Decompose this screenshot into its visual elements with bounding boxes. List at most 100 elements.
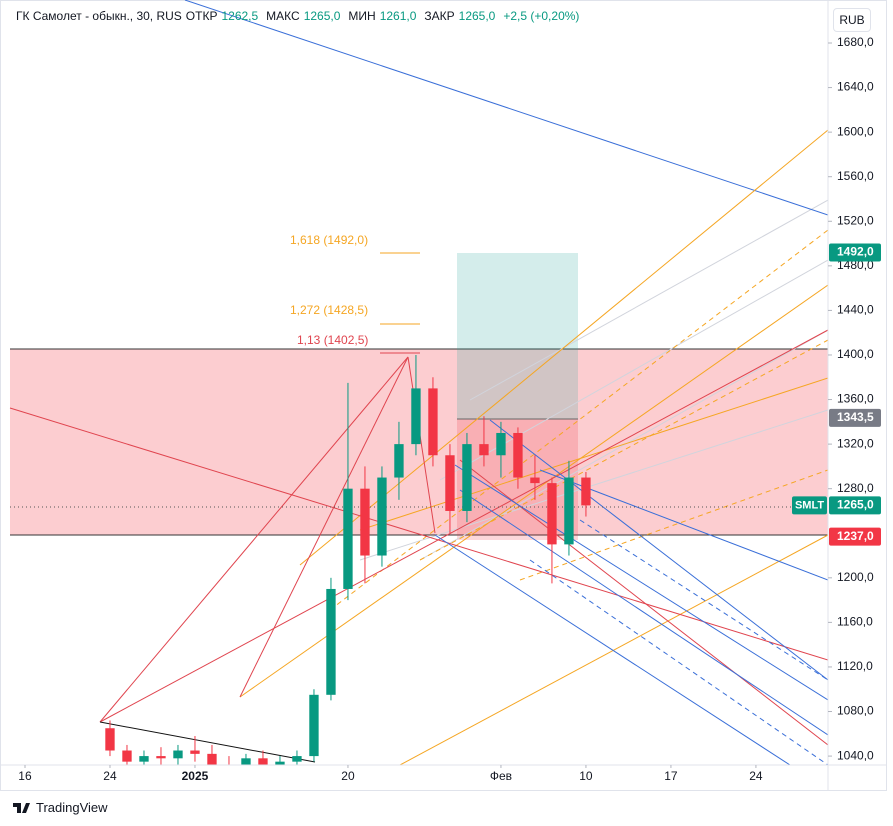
y-tick-label: 1440,0 [837, 303, 874, 317]
fork-line [407, 356, 436, 534]
price-label: 1265,0 [837, 498, 874, 512]
fork-line [459, 489, 828, 736]
candle-body [445, 455, 455, 511]
candle-body [377, 477, 387, 556]
price-label: 1343,5 [837, 410, 874, 424]
y-tick-label: 1360,0 [837, 392, 874, 406]
x-tick-label: 2025 [182, 769, 209, 783]
fork-line [239, 284, 828, 698]
candle-body [156, 756, 166, 759]
y-tick-label: 1480,0 [837, 258, 874, 272]
fib-label: 1,13 (1402,5) [297, 333, 368, 347]
y-tick-label: 1120,0 [837, 659, 873, 673]
target-box [457, 253, 578, 419]
y-tick-label: 1320,0 [837, 436, 874, 450]
logo: TradingView [12, 800, 108, 815]
fork-line [519, 469, 828, 581]
x-tick-label: 24 [103, 769, 117, 783]
fork-line [434, 534, 791, 765]
candle-body [428, 388, 438, 456]
y-tick-label: 1600,0 [837, 124, 874, 138]
value: 1262,5 [221, 9, 259, 23]
candle-body [462, 444, 472, 511]
fork-line [299, 129, 828, 566]
y-tick-label: 1400,0 [837, 347, 874, 361]
candle-body [411, 388, 421, 445]
candle-body [326, 588, 336, 695]
axes: 1040,0 1080,0 1120,0 1160,0 1200,0 1280,0 1320… [18, 35, 881, 783]
y-tick-label: 1160,0 [837, 615, 873, 629]
value: 1261,0 [379, 9, 417, 23]
fork-line [359, 377, 828, 531]
y-tick-label: 1200,0 [837, 570, 874, 584]
trend-line [184, 0, 828, 216]
candle-body [275, 761, 285, 765]
logo-text: TradingView [36, 800, 108, 815]
price-label: 1237,0 [837, 529, 874, 543]
candle-body [292, 756, 302, 762]
candle-body [360, 488, 370, 556]
frame [0, 0, 887, 791]
price-label-bg [829, 408, 881, 427]
price-label-bg [829, 527, 881, 546]
trend-line [99, 721, 316, 763]
fork-line [9, 407, 828, 661]
trend-line [359, 409, 828, 561]
candle-body [581, 477, 591, 506]
logo-icon [13, 802, 30, 813]
candle-body [122, 750, 132, 762]
candle-body [496, 432, 506, 456]
candle-body [547, 483, 557, 545]
symbol-tag-bg [792, 496, 827, 515]
candle-body [343, 488, 353, 589]
trend-line [419, 329, 828, 561]
x-tick-label: 20 [341, 769, 355, 783]
x-tick-label: 24 [749, 769, 763, 783]
candle-body [513, 432, 523, 478]
candle-body [564, 477, 574, 545]
label: МАКС [266, 9, 300, 23]
y-tick-label: 1680,0 [837, 35, 874, 49]
candle-body [105, 728, 115, 751]
x-tick-label: Фев [490, 769, 512, 783]
fork-line [239, 356, 409, 698]
y-tick-label: 1560,0 [837, 169, 874, 183]
change: +2,5 (+0,20%) [503, 9, 580, 23]
fork-line [399, 534, 828, 765]
y-tick-label: 1080,0 [837, 704, 874, 718]
x-tick-label: 16 [18, 769, 32, 783]
currency-button[interactable]: RUB [833, 8, 871, 32]
label: ОТКР [185, 9, 218, 23]
y-tick-label: 1520,0 [837, 213, 874, 227]
y-tick-label: 1280,0 [837, 481, 874, 495]
candle-body [139, 756, 149, 762]
x-tick-label: 10 [579, 769, 593, 783]
candles [105, 354, 591, 765]
candle-body [479, 444, 489, 456]
fork-line [454, 464, 828, 701]
value: 1265,0 [303, 9, 341, 23]
y-tick-label: 1640,0 [837, 80, 874, 94]
price-label-bg [829, 243, 881, 262]
fork-line [579, 519, 828, 681]
candle-body [530, 477, 540, 484]
drawings [9, 0, 828, 765]
trend-line [469, 199, 828, 401]
fork-line [459, 459, 828, 746]
y-tick-label: 1040,0 [837, 748, 874, 762]
candle-body [207, 753, 217, 765]
candle-body [173, 750, 183, 759]
symbol-tag: SMLT [795, 499, 824, 511]
fork-line [529, 559, 828, 765]
symbol: ГК Самолет - обыкн., 30, RUS [16, 9, 182, 23]
fork-line [99, 329, 828, 723]
fork-line [99, 356, 409, 723]
value: 1265,0 [458, 9, 496, 23]
price-label-bg [829, 496, 881, 515]
x-tick-label: 17 [664, 769, 678, 783]
candle-body [258, 758, 268, 765]
legend-header: ГК Самолет - обыкн., 30, RUS ОТКР 1262,5 … [16, 9, 583, 23]
candle-body [190, 750, 200, 754]
